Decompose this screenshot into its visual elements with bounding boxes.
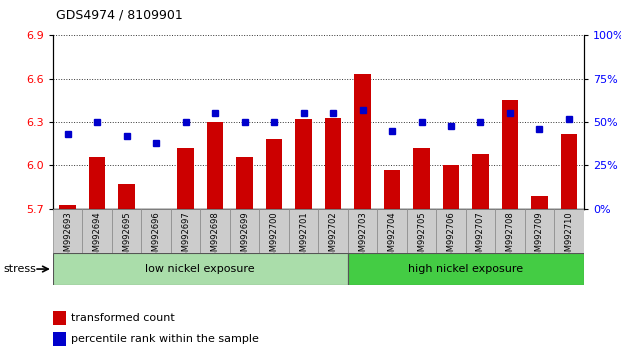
Bar xyxy=(466,209,496,253)
Bar xyxy=(53,209,82,253)
Text: GSM992699: GSM992699 xyxy=(240,211,249,262)
Text: GSM992695: GSM992695 xyxy=(122,211,131,262)
Bar xyxy=(348,253,584,285)
Bar xyxy=(207,122,223,209)
Bar xyxy=(502,101,518,209)
Bar xyxy=(82,209,112,253)
Bar xyxy=(496,209,525,253)
Text: GSM992701: GSM992701 xyxy=(299,211,308,262)
Bar xyxy=(60,205,76,209)
Bar xyxy=(355,74,371,209)
Bar xyxy=(532,196,548,209)
Bar xyxy=(237,157,253,209)
Text: GSM992704: GSM992704 xyxy=(388,211,396,262)
Bar xyxy=(436,209,466,253)
Text: high nickel exposure: high nickel exposure xyxy=(408,264,524,274)
Bar xyxy=(266,139,282,209)
Bar xyxy=(555,209,584,253)
Bar xyxy=(378,209,407,253)
Text: GDS4974 / 8109901: GDS4974 / 8109901 xyxy=(56,9,183,22)
Bar xyxy=(296,119,312,209)
Text: GSM992696: GSM992696 xyxy=(152,211,160,262)
Text: GSM992698: GSM992698 xyxy=(211,211,219,262)
Bar xyxy=(119,184,135,209)
Bar xyxy=(348,209,378,253)
Bar xyxy=(53,332,66,346)
Bar xyxy=(200,209,230,253)
Text: GSM992709: GSM992709 xyxy=(535,211,544,262)
Text: GSM992705: GSM992705 xyxy=(417,211,426,262)
Text: GSM992697: GSM992697 xyxy=(181,211,190,262)
Bar xyxy=(53,253,348,285)
Bar xyxy=(325,118,341,209)
Bar xyxy=(289,209,318,253)
Bar xyxy=(525,209,555,253)
Bar xyxy=(178,148,194,209)
Text: GSM992694: GSM992694 xyxy=(93,211,101,262)
Text: percentile rank within the sample: percentile rank within the sample xyxy=(71,334,259,344)
Text: GSM992702: GSM992702 xyxy=(329,211,337,262)
Text: GSM992710: GSM992710 xyxy=(564,211,573,262)
Bar xyxy=(112,209,142,253)
Bar xyxy=(473,154,489,209)
Bar xyxy=(414,148,430,209)
Text: GSM992708: GSM992708 xyxy=(505,211,514,262)
Text: stress: stress xyxy=(3,264,36,274)
Text: GSM992706: GSM992706 xyxy=(446,211,455,262)
Text: GSM992700: GSM992700 xyxy=(270,211,278,262)
Bar xyxy=(319,209,348,253)
Text: low nickel exposure: low nickel exposure xyxy=(145,264,255,274)
Text: transformed count: transformed count xyxy=(71,313,175,323)
Bar xyxy=(142,209,171,253)
Bar xyxy=(53,312,66,325)
Bar xyxy=(230,209,260,253)
Text: GSM992707: GSM992707 xyxy=(476,211,485,262)
Bar xyxy=(561,134,577,209)
Text: GSM992693: GSM992693 xyxy=(63,211,72,262)
Bar xyxy=(443,166,459,209)
Bar xyxy=(89,157,105,209)
Bar xyxy=(384,170,400,209)
Text: GSM992703: GSM992703 xyxy=(358,211,367,262)
Bar xyxy=(260,209,289,253)
Bar xyxy=(171,209,200,253)
Bar xyxy=(407,209,437,253)
